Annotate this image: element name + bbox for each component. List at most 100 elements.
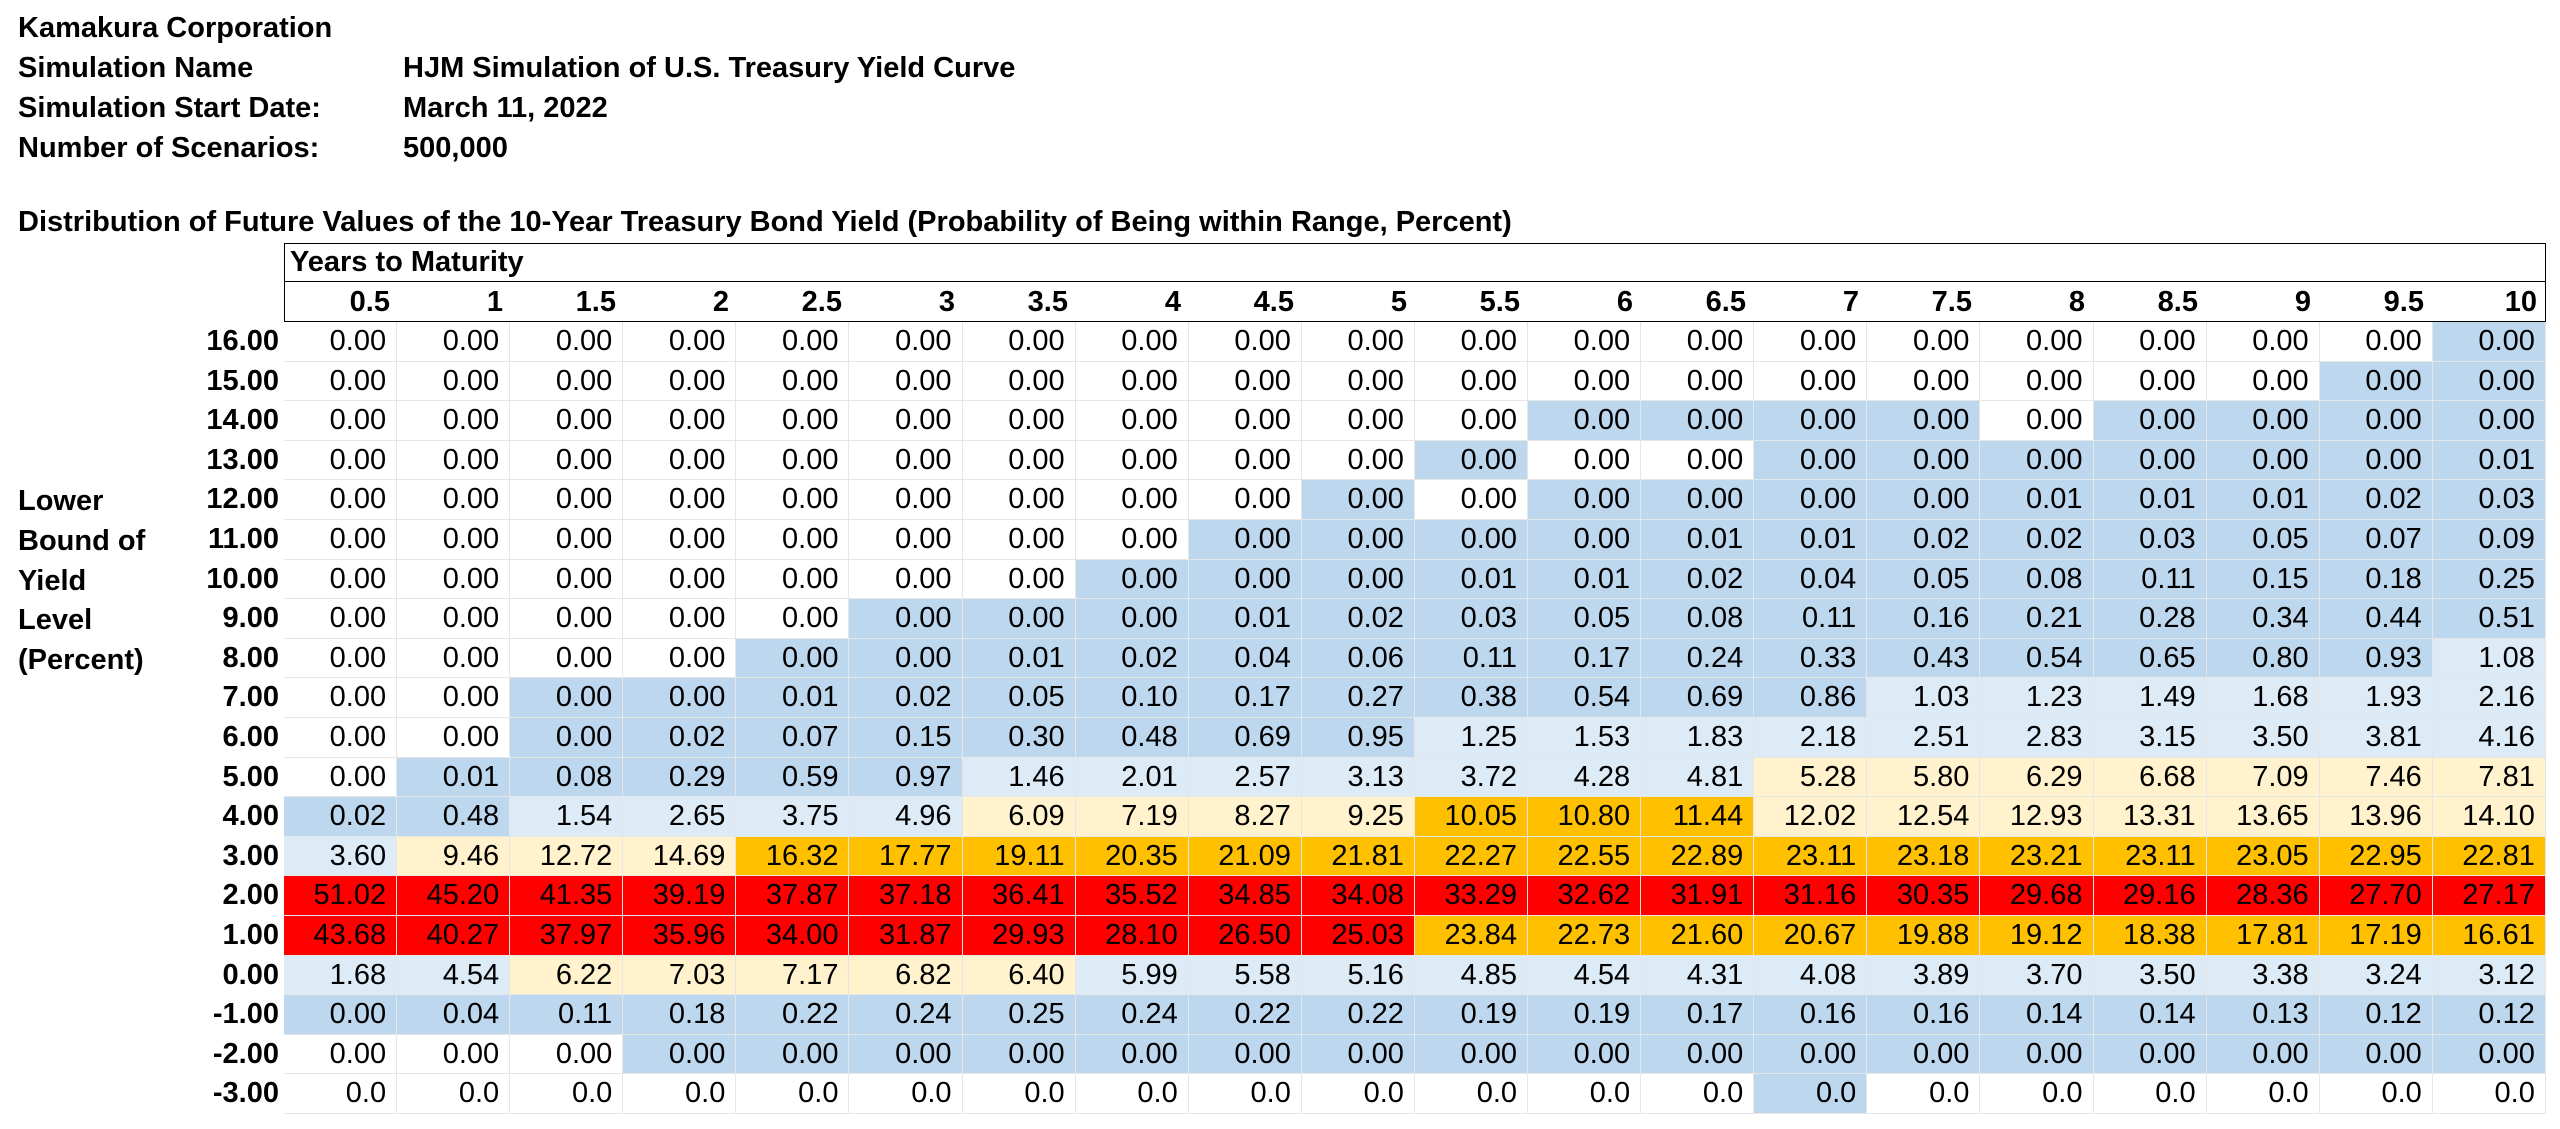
table-cell: 6.09 [962, 797, 1076, 837]
table-cell: 29.93 [962, 915, 1076, 956]
yield-level-label: 16.00 [206, 325, 279, 357]
table-cell: 31.91 [1641, 876, 1755, 916]
table-cell: 41.35 [510, 876, 624, 916]
yield-level-label: -2.00 [212, 1037, 279, 1070]
table-cell: 0.00 [1754, 440, 1868, 481]
table-cell: 30.35 [1867, 876, 1981, 916]
table-cell: 0.0 [623, 1074, 737, 1114]
table-cell: 0.00 [623, 638, 737, 679]
yield-level-label: 15.00 [206, 364, 279, 397]
table-cell: 17.81 [2206, 915, 2320, 956]
table-cell: 32.62 [1528, 876, 1642, 916]
table-cell: 0.00 [962, 480, 1076, 520]
maturity-header-cell: 2 [712, 286, 729, 318]
table-cell: 0.00 [2319, 440, 2433, 481]
table-cell: 0.00 [1867, 401, 1981, 441]
row-axis-label-line: Level [18, 604, 93, 637]
table-cell: 0.00 [1301, 519, 1415, 560]
table-cell: 0.00 [1414, 361, 1529, 402]
table-cell: 5.28 [1754, 757, 1868, 798]
table-cell: 23.11 [2093, 836, 2207, 877]
table-cell: 0.00 [736, 559, 850, 600]
table-cell: 0.00 [284, 599, 398, 639]
table-cell: 0.00 [510, 480, 624, 520]
table-cell: 0.65 [2093, 638, 2207, 679]
table-cell: 0.54 [1980, 638, 2094, 679]
table-cell: 0.69 [1641, 678, 1755, 718]
table-cell: 0.0 [2432, 1074, 2546, 1114]
table-cell: 3.70 [1980, 955, 2094, 996]
table-cell: 0.97 [849, 757, 963, 798]
table-cell: 3.81 [2319, 717, 2433, 758]
report-header: Kamakura Corporation Simulation Name HJM… [18, 8, 1015, 168]
table-cell: 0.00 [623, 519, 737, 560]
table-cell: 0.00 [284, 401, 398, 441]
table-cell: 0.03 [2432, 480, 2546, 520]
table-cell: 0.25 [2432, 559, 2546, 600]
table-cell: 0.00 [1188, 440, 1302, 481]
table-cell: 1.08 [2432, 638, 2546, 679]
table-cell: 0.0 [1528, 1074, 1642, 1114]
table-cell: 0.00 [1528, 440, 1642, 481]
table-cell: 0.04 [1754, 559, 1868, 600]
table-cell: 1.03 [1867, 678, 1981, 718]
yield-level-label: 6.00 [222, 720, 279, 753]
yield-level-label: 11.00 [208, 522, 279, 555]
table-cell: 0.16 [1867, 599, 1981, 639]
table-cell: 4.85 [1414, 955, 1529, 996]
table-cell: 5.16 [1301, 955, 1415, 996]
table-cell: 1.23 [1980, 678, 2094, 718]
table-cell: 0.05 [1867, 559, 1981, 600]
table-cell: 0.00 [284, 322, 398, 362]
table-cell: 4.31 [1641, 955, 1755, 996]
table-cell: 6.68 [2093, 757, 2207, 798]
table-cell: 23.18 [1867, 836, 1981, 877]
table-cell: 0.00 [2319, 1034, 2433, 1075]
maturity-header-cell: 1.5 [575, 286, 616, 318]
maturity-header-cell: 8.5 [2157, 286, 2198, 318]
table-cell: 29.68 [1980, 876, 2094, 916]
maturity-header-cell: 1 [486, 286, 503, 318]
table-cell: 0.00 [397, 717, 511, 758]
table-cell: 0.00 [284, 1034, 398, 1075]
table-cell: 0.00 [510, 361, 624, 402]
table-cell: 0.18 [623, 995, 737, 1035]
table-cell: 0.14 [2093, 995, 2207, 1035]
table-cell: 0.0 [2206, 1074, 2320, 1114]
table-cell: 22.55 [1528, 836, 1642, 877]
table-cell: 0.00 [736, 1034, 850, 1075]
table-cell: 0.12 [2319, 995, 2433, 1035]
table-cell: 1.68 [2206, 678, 2320, 718]
table-cell: 0.11 [2093, 559, 2207, 600]
maturity-header-cell: 3 [938, 286, 955, 318]
table-cell: 2.83 [1980, 717, 2094, 758]
table-cell: 0.00 [1188, 361, 1302, 402]
table-cell: 1.68 [284, 955, 398, 996]
table-cell: 0.00 [1754, 361, 1868, 402]
table-cell: 29.16 [2093, 876, 2207, 916]
table-cell: 6.82 [849, 955, 963, 996]
table-cell: 7.03 [623, 955, 737, 996]
table-cell: 3.60 [284, 836, 398, 877]
table-title: Distribution of Future Values of the 10-… [18, 206, 1512, 238]
table-cell: 3.13 [1301, 757, 1415, 798]
table-cell: 0.00 [1301, 401, 1415, 441]
table-cell: 0.01 [2093, 480, 2207, 520]
simulation-name-row: Simulation Name HJM Simulation of U.S. T… [18, 48, 1015, 88]
table-cell: 0.00 [1188, 559, 1302, 600]
table-cell: 4.81 [1641, 757, 1755, 798]
table-cell: 1.83 [1641, 717, 1755, 758]
table-cell: 0.00 [284, 757, 398, 798]
table-cell: 0.00 [962, 401, 1076, 441]
table-cell: 0.22 [1301, 995, 1415, 1035]
table-row: 0.00 1.68 4.54 6.22 7.03 7.17 6.82 6.40 5.99 5.58… [0, 955, 2546, 996]
table-cell: 0.0 [284, 1074, 398, 1114]
table-cell: 0.18 [2319, 559, 2433, 600]
table-cell: 0.00 [1980, 440, 2094, 481]
table-cell: 28.10 [1075, 915, 1189, 956]
table-cell: 0.00 [849, 440, 963, 481]
row-axis-label-line: Lower [18, 485, 104, 517]
table-cell: 0.0 [1301, 1074, 1415, 1114]
table-cell: 0.11 [1414, 638, 1529, 679]
table-cell: 3.12 [2432, 955, 2546, 996]
